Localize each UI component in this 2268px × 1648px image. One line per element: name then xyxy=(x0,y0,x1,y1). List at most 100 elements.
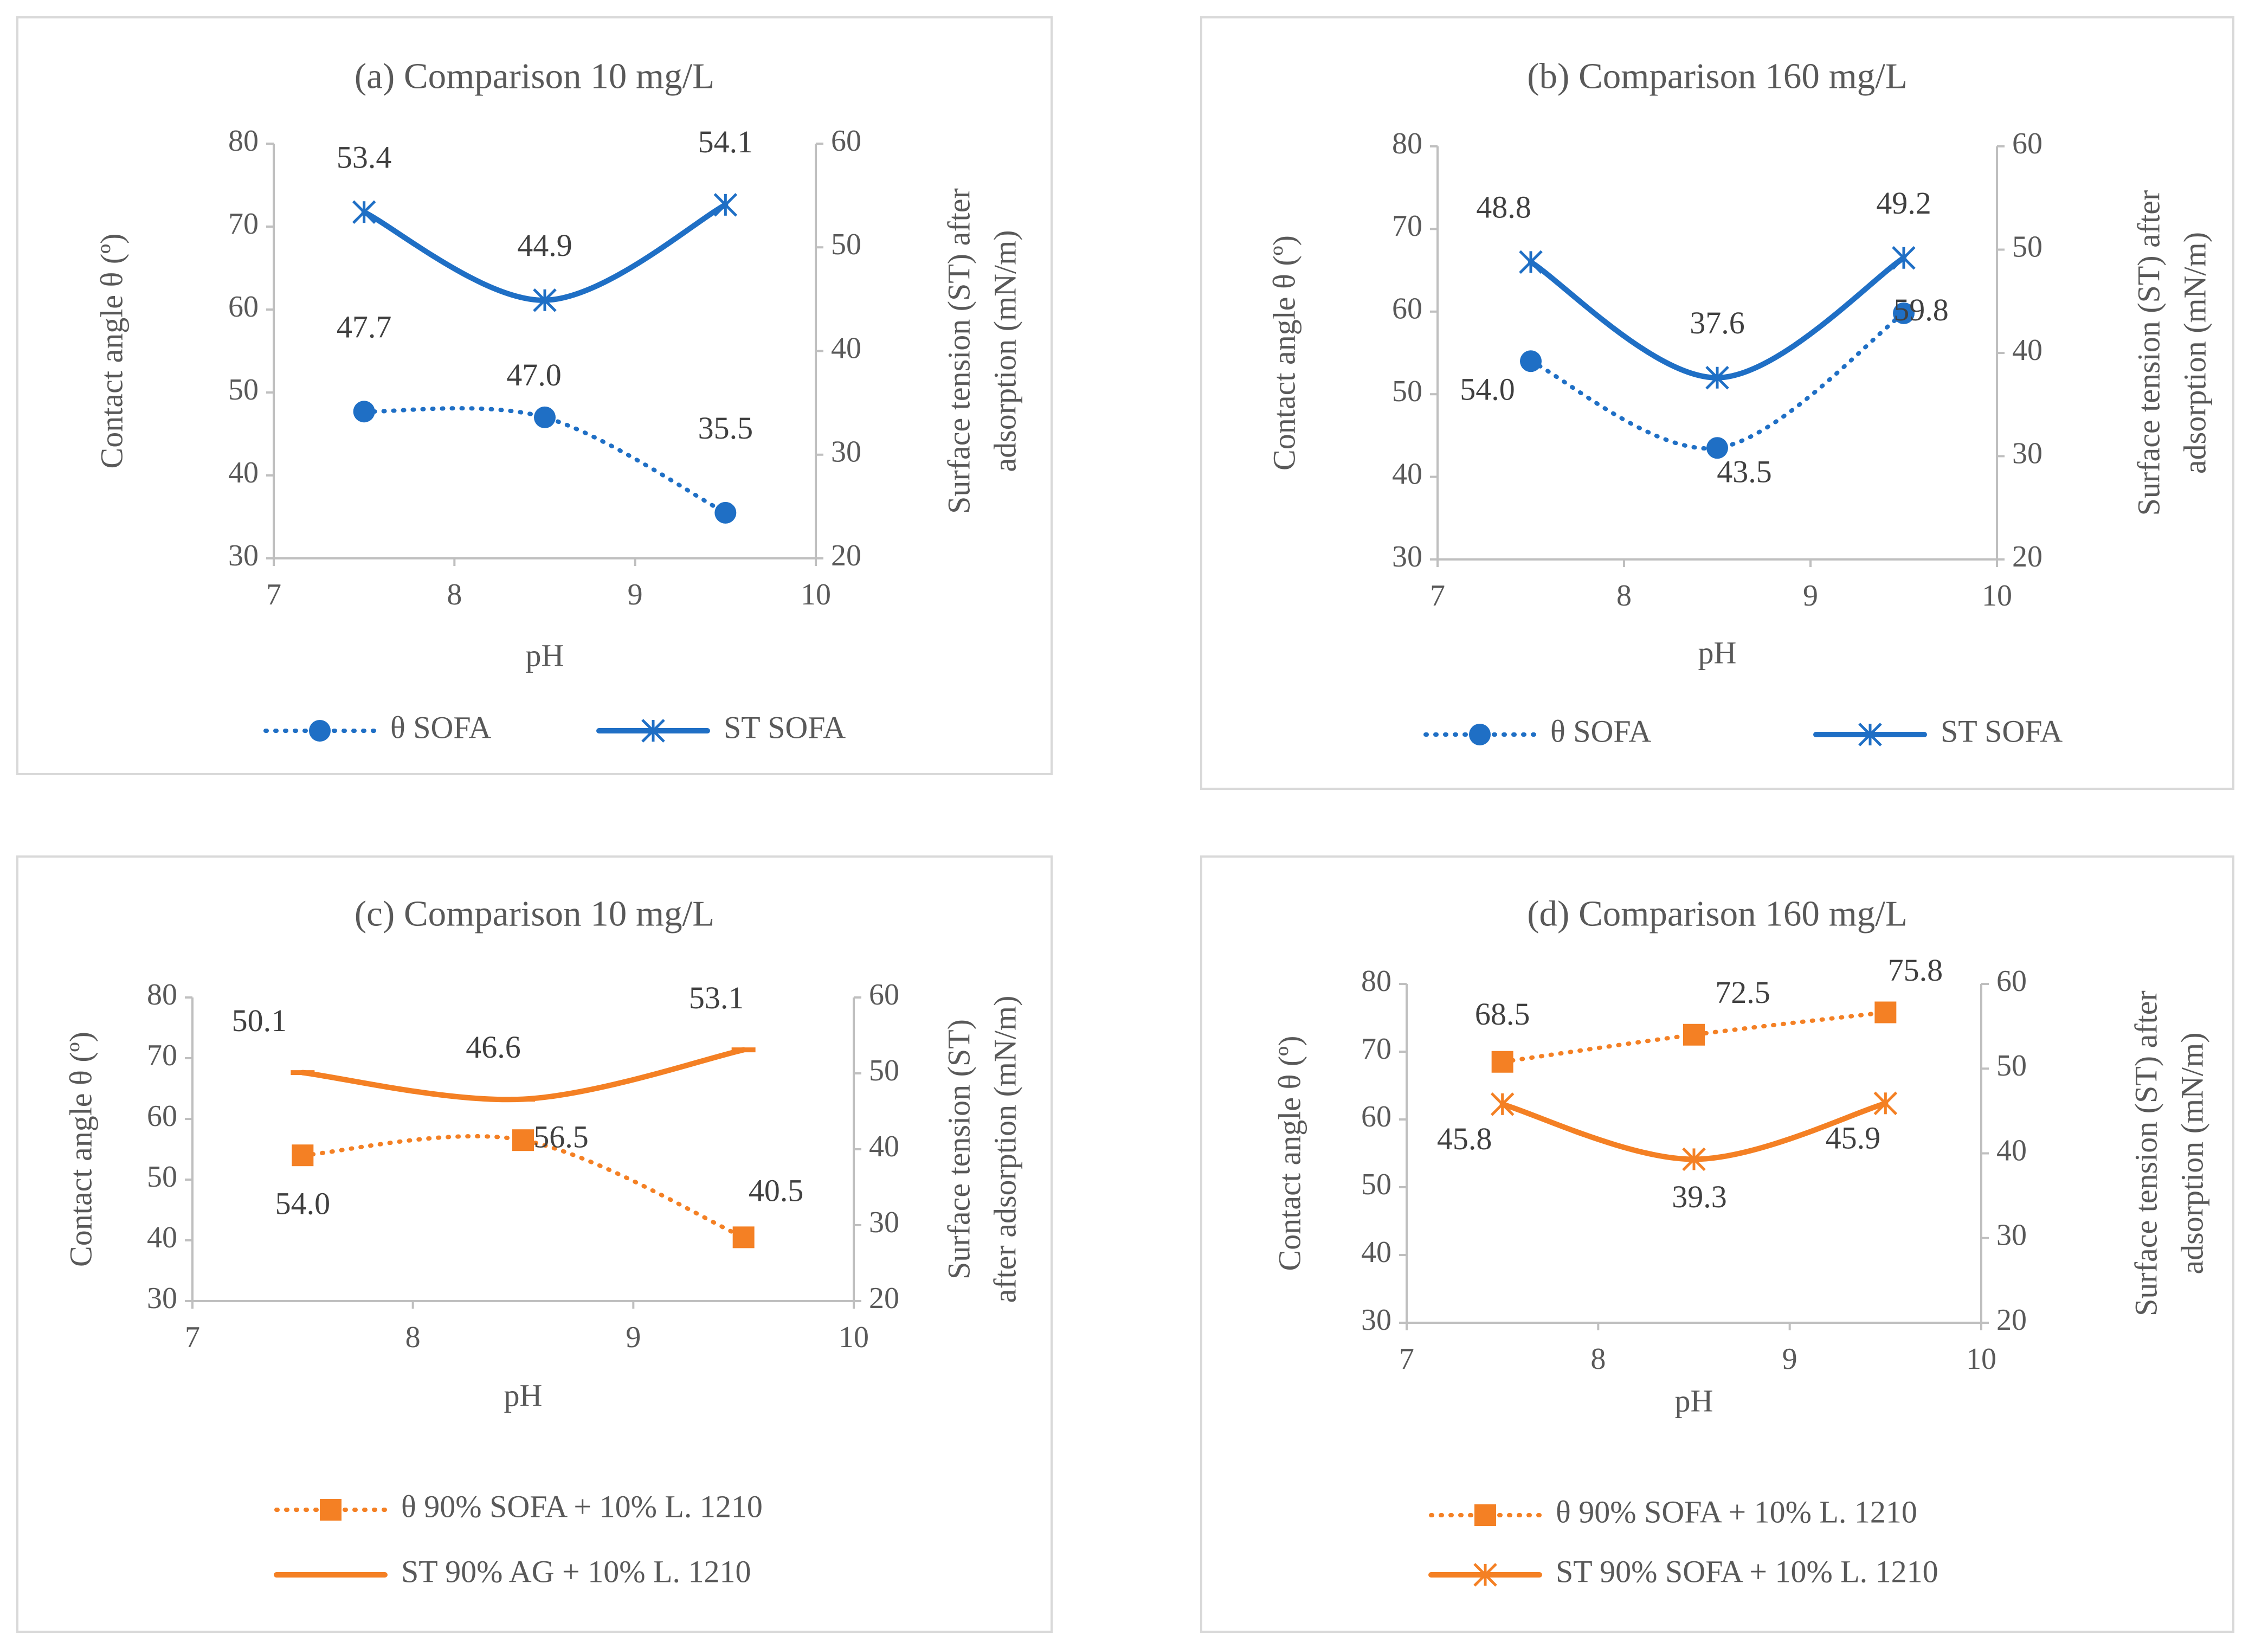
legend-label: θ SOFA xyxy=(1550,713,1651,749)
data-label: 47.7 xyxy=(337,310,392,345)
y2-axis-title-line: Surface tension (ST) after xyxy=(941,188,976,514)
x-tick-label: 10 xyxy=(1966,1342,1996,1376)
y-axis-title: Contact angle θ (º) xyxy=(63,1032,98,1267)
data-label: 40.5 xyxy=(749,1173,804,1208)
legend-label: θ SOFA xyxy=(390,710,491,745)
y-tick-label: 30 xyxy=(1392,540,1422,574)
chart-title: (d) Comparison 160 mg/L xyxy=(1527,893,1908,934)
panel-border xyxy=(16,855,1053,1633)
legend-item: θ 90% SOFA + 10% L. 1210 xyxy=(274,1489,763,1524)
y2-tick-label: 30 xyxy=(869,1206,899,1239)
legend-marker xyxy=(1474,1504,1496,1526)
data-point xyxy=(1874,1001,1897,1023)
series-contact-angle: 54.0 43.5 59.8 xyxy=(1460,292,1949,489)
x-tick-label: 7 xyxy=(1430,579,1445,613)
data-point xyxy=(352,200,376,224)
x-tick-label: 7 xyxy=(1399,1342,1414,1376)
y2-axis-title-line: after adsorption (mN/m) xyxy=(987,996,1022,1303)
data-label: 54.0 xyxy=(1460,372,1515,407)
x-tick-label: 8 xyxy=(1590,1342,1606,1376)
series-contact-angle: 47.7 47.0 35.5 xyxy=(337,310,753,524)
data-label: 56.5 xyxy=(533,1119,589,1155)
y-tick-label: 60 xyxy=(1392,292,1422,326)
x-tick-label: 8 xyxy=(447,578,462,611)
legend-label: θ 90% SOFA + 10% L. 1210 xyxy=(401,1489,763,1524)
y2-axis-title-line: Surface tension (ST) after xyxy=(2131,190,2166,516)
data-label: 39.3 xyxy=(1672,1179,1727,1214)
data-point xyxy=(353,401,375,423)
legend-item: ST SOFA xyxy=(596,710,846,745)
y2-tick-label: 60 xyxy=(1996,964,2027,998)
data-label: 53.1 xyxy=(689,980,744,1015)
legend-marker xyxy=(641,719,665,743)
y2-tick-label: 40 xyxy=(869,1130,899,1163)
legend-marker xyxy=(320,1499,342,1521)
data-label: 44.9 xyxy=(517,228,572,263)
y2-axis-title-line: adsorption (mN/m) xyxy=(987,230,1022,472)
data-point xyxy=(1490,1092,1515,1116)
y2-axis-title-line: adsorption (mN/m) xyxy=(2177,232,2212,474)
y-axis-title: Contact angle θ (º) xyxy=(1272,1036,1307,1271)
panel-border xyxy=(1200,16,2234,790)
data-label: 46.6 xyxy=(466,1029,521,1065)
chart-panel: (a) Comparison 10 mg/L 7 8 9 10 30 40 50 60 70 80 2… xyxy=(16,16,1053,775)
panel-border xyxy=(16,16,1053,775)
data-point xyxy=(714,501,737,524)
series-surface-tension: 45.8 39.3 45.9 xyxy=(1437,1091,1898,1214)
x-tick-label: 8 xyxy=(1616,579,1632,613)
legend-label: ST 90% AG + 10% L. 1210 xyxy=(401,1554,751,1589)
y-tick-label: 60 xyxy=(1361,1100,1391,1134)
y2-tick-label: 20 xyxy=(831,539,861,572)
legend-marker xyxy=(1858,723,1882,746)
x-tick-label: 9 xyxy=(1803,579,1818,613)
data-point xyxy=(292,1144,314,1167)
legend-marker xyxy=(1473,1563,1497,1587)
x-axis-title: pH xyxy=(1698,635,1737,670)
y-tick-label: 30 xyxy=(147,1282,177,1315)
y-axis-title: Contact angle θ (º) xyxy=(94,234,129,469)
data-label: 49.2 xyxy=(1876,185,1931,221)
data-label: 50.1 xyxy=(232,1003,287,1038)
legend-item: θ SOFA xyxy=(1423,713,1651,749)
data-point xyxy=(732,1226,755,1248)
y-tick-label: 40 xyxy=(1392,457,1422,491)
data-point xyxy=(1520,350,1542,372)
chart-title: (c) Comparison 10 mg/L xyxy=(355,893,714,934)
legend-item: θ 90% SOFA + 10% L. 1210 xyxy=(1429,1494,1917,1529)
data-label: 53.4 xyxy=(337,140,392,175)
y-tick-label: 50 xyxy=(147,1160,177,1194)
data-point xyxy=(1893,302,1915,324)
data-label: 59.8 xyxy=(1893,292,1949,327)
legend-label: ST 90% SOFA + 10% L. 1210 xyxy=(1556,1554,1938,1589)
x-tick-label: 10 xyxy=(839,1321,869,1354)
chart-title: (a) Comparison 10 mg/L xyxy=(355,56,714,96)
x-tick-label: 7 xyxy=(266,578,281,611)
legend-marker xyxy=(309,720,331,742)
data-label: 45.9 xyxy=(1826,1121,1881,1156)
x-axis-title: pH xyxy=(1675,1383,1713,1418)
legend-item: θ SOFA xyxy=(263,710,491,745)
y2-tick-label: 20 xyxy=(2012,540,2043,574)
series-surface-tension: 53.4 44.9 54.1 xyxy=(337,124,753,312)
x-tick-label: 9 xyxy=(1782,1342,1797,1376)
y-tick-label: 70 xyxy=(1392,209,1422,243)
data-point xyxy=(1705,365,1729,390)
data-point xyxy=(1873,1091,1898,1116)
legend-marker xyxy=(1469,724,1491,745)
y-tick-label: 30 xyxy=(1361,1303,1391,1337)
chart-title: (b) Comparison 160 mg/L xyxy=(1527,56,1908,96)
data-point xyxy=(1683,1023,1705,1046)
y2-tick-label: 20 xyxy=(869,1282,899,1315)
y2-tick-label: 50 xyxy=(869,1054,899,1087)
series-surface-tension: 48.8 37.6 49.2 xyxy=(1476,185,1931,390)
y2-axis-title-line: adsorption (mN/m) xyxy=(2174,1032,2209,1274)
series-surface-tension: 50.1 46.6 53.1 xyxy=(232,980,756,1103)
chart-panel: (d) Comparison 160 mg/L 7 8 9 10 30 40 50 60 70 80… xyxy=(1200,855,2234,1633)
data-label: 37.6 xyxy=(1690,305,1745,340)
data-label: 68.5 xyxy=(1475,996,1530,1032)
data-label: 43.5 xyxy=(1717,454,1772,490)
y-tick-label: 50 xyxy=(1392,375,1422,408)
legend-label: ST SOFA xyxy=(1941,713,2063,749)
y-tick-label: 50 xyxy=(1361,1168,1391,1201)
